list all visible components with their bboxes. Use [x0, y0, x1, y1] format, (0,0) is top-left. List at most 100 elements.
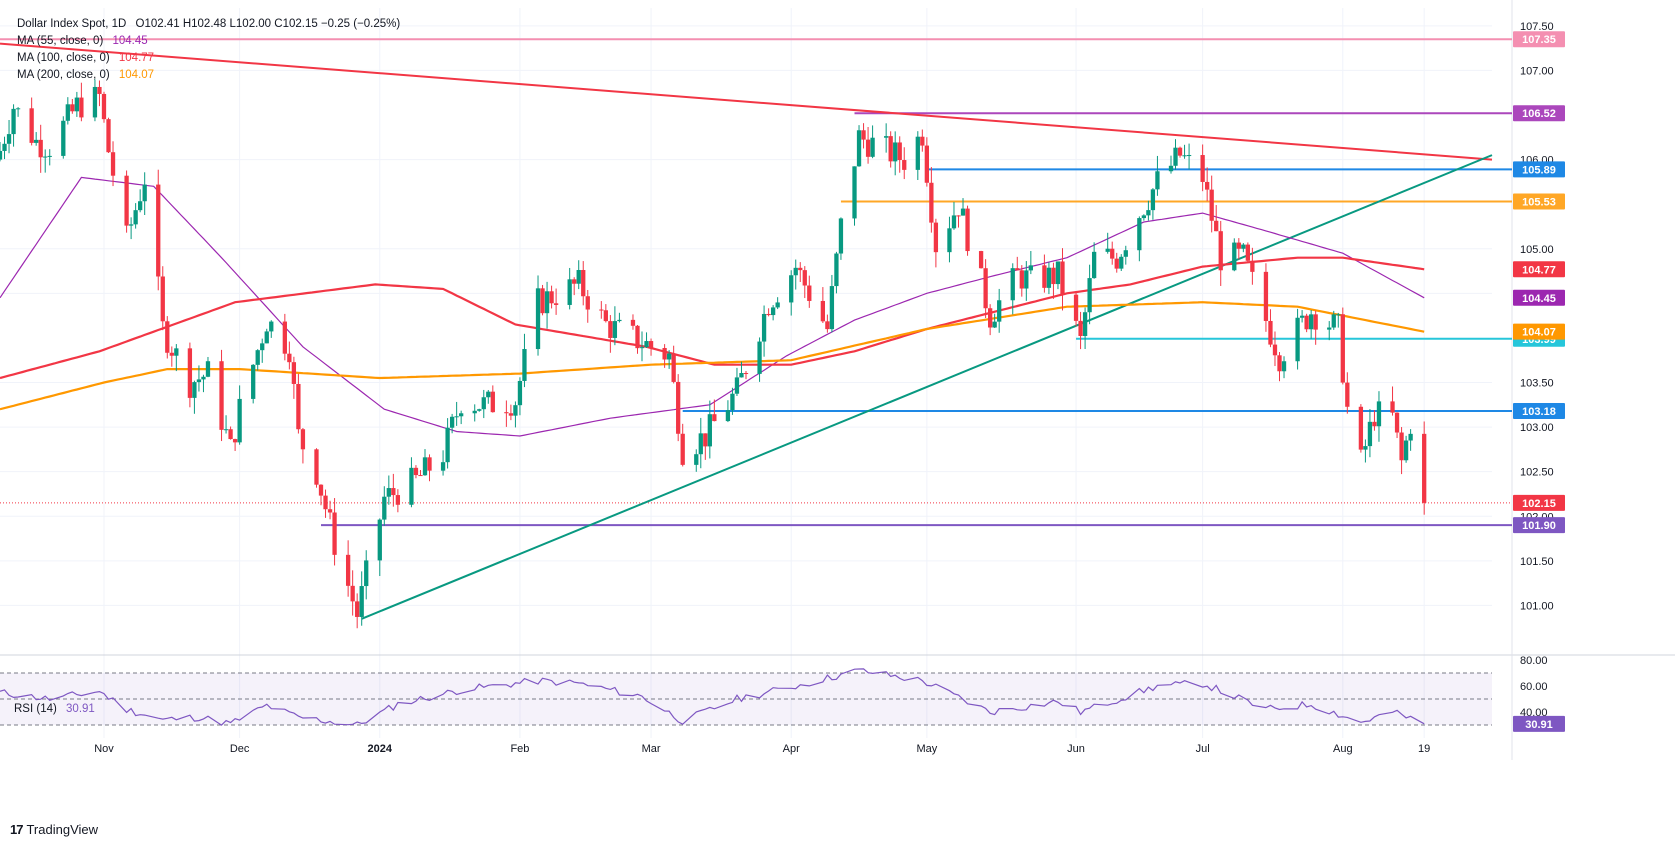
- candle-body: [1137, 218, 1142, 251]
- candle-body: [350, 585, 355, 602]
- x-tick-label: Jul: [1196, 743, 1210, 755]
- level-tag: 105.89: [1513, 161, 1565, 178]
- candle-body: [884, 136, 889, 138]
- level-tag: 107.35: [1513, 31, 1565, 48]
- candle-body: [110, 152, 116, 176]
- candle-body: [124, 175, 129, 226]
- candle-body: [1281, 361, 1287, 372]
- candle-body: [1168, 165, 1174, 172]
- candle-body: [1263, 271, 1269, 321]
- candle-body: [734, 377, 740, 394]
- candle-body: [983, 268, 988, 309]
- candle-body: [1105, 248, 1110, 252]
- tradingview-logo[interactable]: 17 TradingView: [10, 822, 98, 837]
- candle-body: [47, 155, 52, 157]
- y-tick-label: 103.50: [1520, 378, 1554, 390]
- candle-body: [666, 353, 672, 360]
- candle-body: [1015, 268, 1020, 271]
- candle-body: [1236, 242, 1241, 249]
- level-tag-bg: [1513, 161, 1565, 178]
- candle-body: [834, 253, 839, 287]
- level-tag-text: 103.18: [1522, 406, 1556, 418]
- candle-body: [504, 412, 509, 414]
- candle-body: [187, 348, 193, 398]
- candle-body: [232, 439, 238, 443]
- rsi-line: [0, 668, 1425, 726]
- candle-body: [1340, 314, 1345, 383]
- candle-body: [1078, 320, 1083, 337]
- candle-body: [757, 341, 762, 374]
- x-tick-label: Feb: [510, 743, 529, 755]
- candle-body: [287, 353, 292, 363]
- candle-body: [1042, 265, 1047, 288]
- candle-body: [1082, 312, 1088, 337]
- level-tag: 103.18: [1513, 403, 1565, 420]
- candle-body: [418, 475, 423, 477]
- candle-body: [196, 379, 202, 383]
- candle-body: [1205, 181, 1210, 190]
- candle-body: [377, 519, 382, 561]
- candle-body: [0, 150, 3, 160]
- candle-body: [359, 586, 364, 617]
- candle-body: [766, 313, 771, 316]
- candle-body: [603, 310, 608, 322]
- candle-body: [1304, 315, 1309, 330]
- candle-body: [79, 97, 84, 118]
- level-tag-bg: [1513, 517, 1565, 534]
- candle-body: [838, 218, 844, 254]
- candle-body: [205, 361, 211, 377]
- candle-body: [992, 321, 997, 328]
- candle-body: [1295, 317, 1300, 362]
- candle-body: [680, 433, 685, 465]
- symbol-row: Dollar Index Spot, 1D O102.41 H102.48 L1…: [17, 16, 406, 33]
- rsi-legend[interactable]: RSI (14) 30.91: [14, 703, 95, 715]
- ma200-row[interactable]: MA (200, close, 0) 104.07: [17, 67, 406, 84]
- rsi-tag-text: 30.91: [1525, 719, 1553, 731]
- y-tick-label: 103.00: [1520, 422, 1554, 434]
- candle-body: [255, 350, 260, 365]
- trendlines: [0, 42, 1493, 620]
- candle-body: [829, 286, 835, 330]
- candle-body: [608, 321, 613, 338]
- candle-body: [1186, 155, 1192, 157]
- price-tag: 104.77: [1513, 261, 1565, 278]
- level-tag-text: 107.35: [1522, 34, 1556, 46]
- x-tick-label: 2024: [368, 743, 393, 755]
- candle-body: [106, 119, 111, 153]
- candle-body: [599, 309, 604, 311]
- candle-body: [323, 495, 328, 510]
- ma100-row[interactable]: MA (100, close, 0) 104.77: [17, 50, 406, 67]
- candle-body: [165, 321, 170, 353]
- candle-body: [870, 137, 875, 157]
- candle-body: [924, 145, 929, 183]
- candle-body: [965, 208, 970, 252]
- candle-body: [386, 488, 391, 497]
- ma55-row[interactable]: MA (55, close, 0) 104.45: [17, 33, 406, 50]
- candle-body: [1200, 155, 1205, 182]
- candle-body: [422, 457, 428, 476]
- candle-body: [1123, 250, 1128, 257]
- candle-body: [138, 201, 143, 211]
- rsi-tick-label: 80.00: [1520, 655, 1548, 667]
- price-tag-text: 104.07: [1522, 327, 1556, 339]
- level-tag-text: 105.53: [1522, 196, 1556, 208]
- candle-body: [1028, 265, 1033, 271]
- candle-body: [490, 391, 495, 413]
- candle-body: [893, 142, 898, 162]
- candle-body: [65, 104, 70, 121]
- candle-body: [1141, 215, 1147, 219]
- candle-body: [793, 267, 798, 276]
- candle-body: [291, 362, 297, 384]
- candle-body: [1024, 270, 1029, 289]
- price-tag-text: 104.77: [1522, 264, 1556, 276]
- candle-body: [997, 300, 1002, 322]
- rsi-tag: 30.91: [1513, 715, 1565, 732]
- candle-body: [544, 291, 550, 314]
- candle-body: [97, 86, 102, 94]
- candle-body: [327, 509, 333, 513]
- candle-body: [282, 321, 287, 354]
- candle-body: [314, 449, 319, 485]
- candle-body: [409, 467, 414, 505]
- symbol-title: Dollar Index Spot, 1D: [17, 18, 127, 30]
